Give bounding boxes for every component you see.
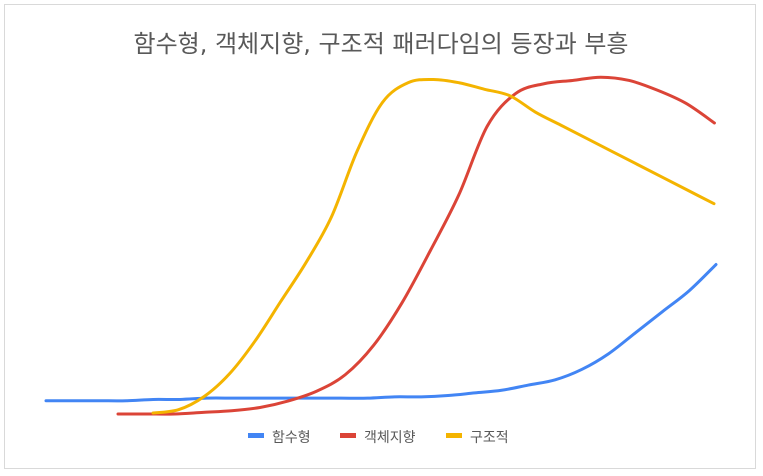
legend-swatch-2 [340,433,356,438]
legend-label-1: 함수형 [272,430,311,446]
chart-title: 함수형, 객체지향, 구조적 패러다임의 등장과 부흥 [133,30,628,58]
series-line-3 [151,77,716,415]
legend: 함수형 객체지향 구조적 [248,430,509,446]
legend-label-3: 구조적 [470,430,509,446]
legend-swatch-1 [248,433,264,438]
series-line-2 [116,75,716,416]
legend-swatch-3 [446,433,462,438]
legend-label-2: 객체지향 [364,430,416,446]
series-layer [44,75,718,416]
series-line-1 [44,263,718,403]
